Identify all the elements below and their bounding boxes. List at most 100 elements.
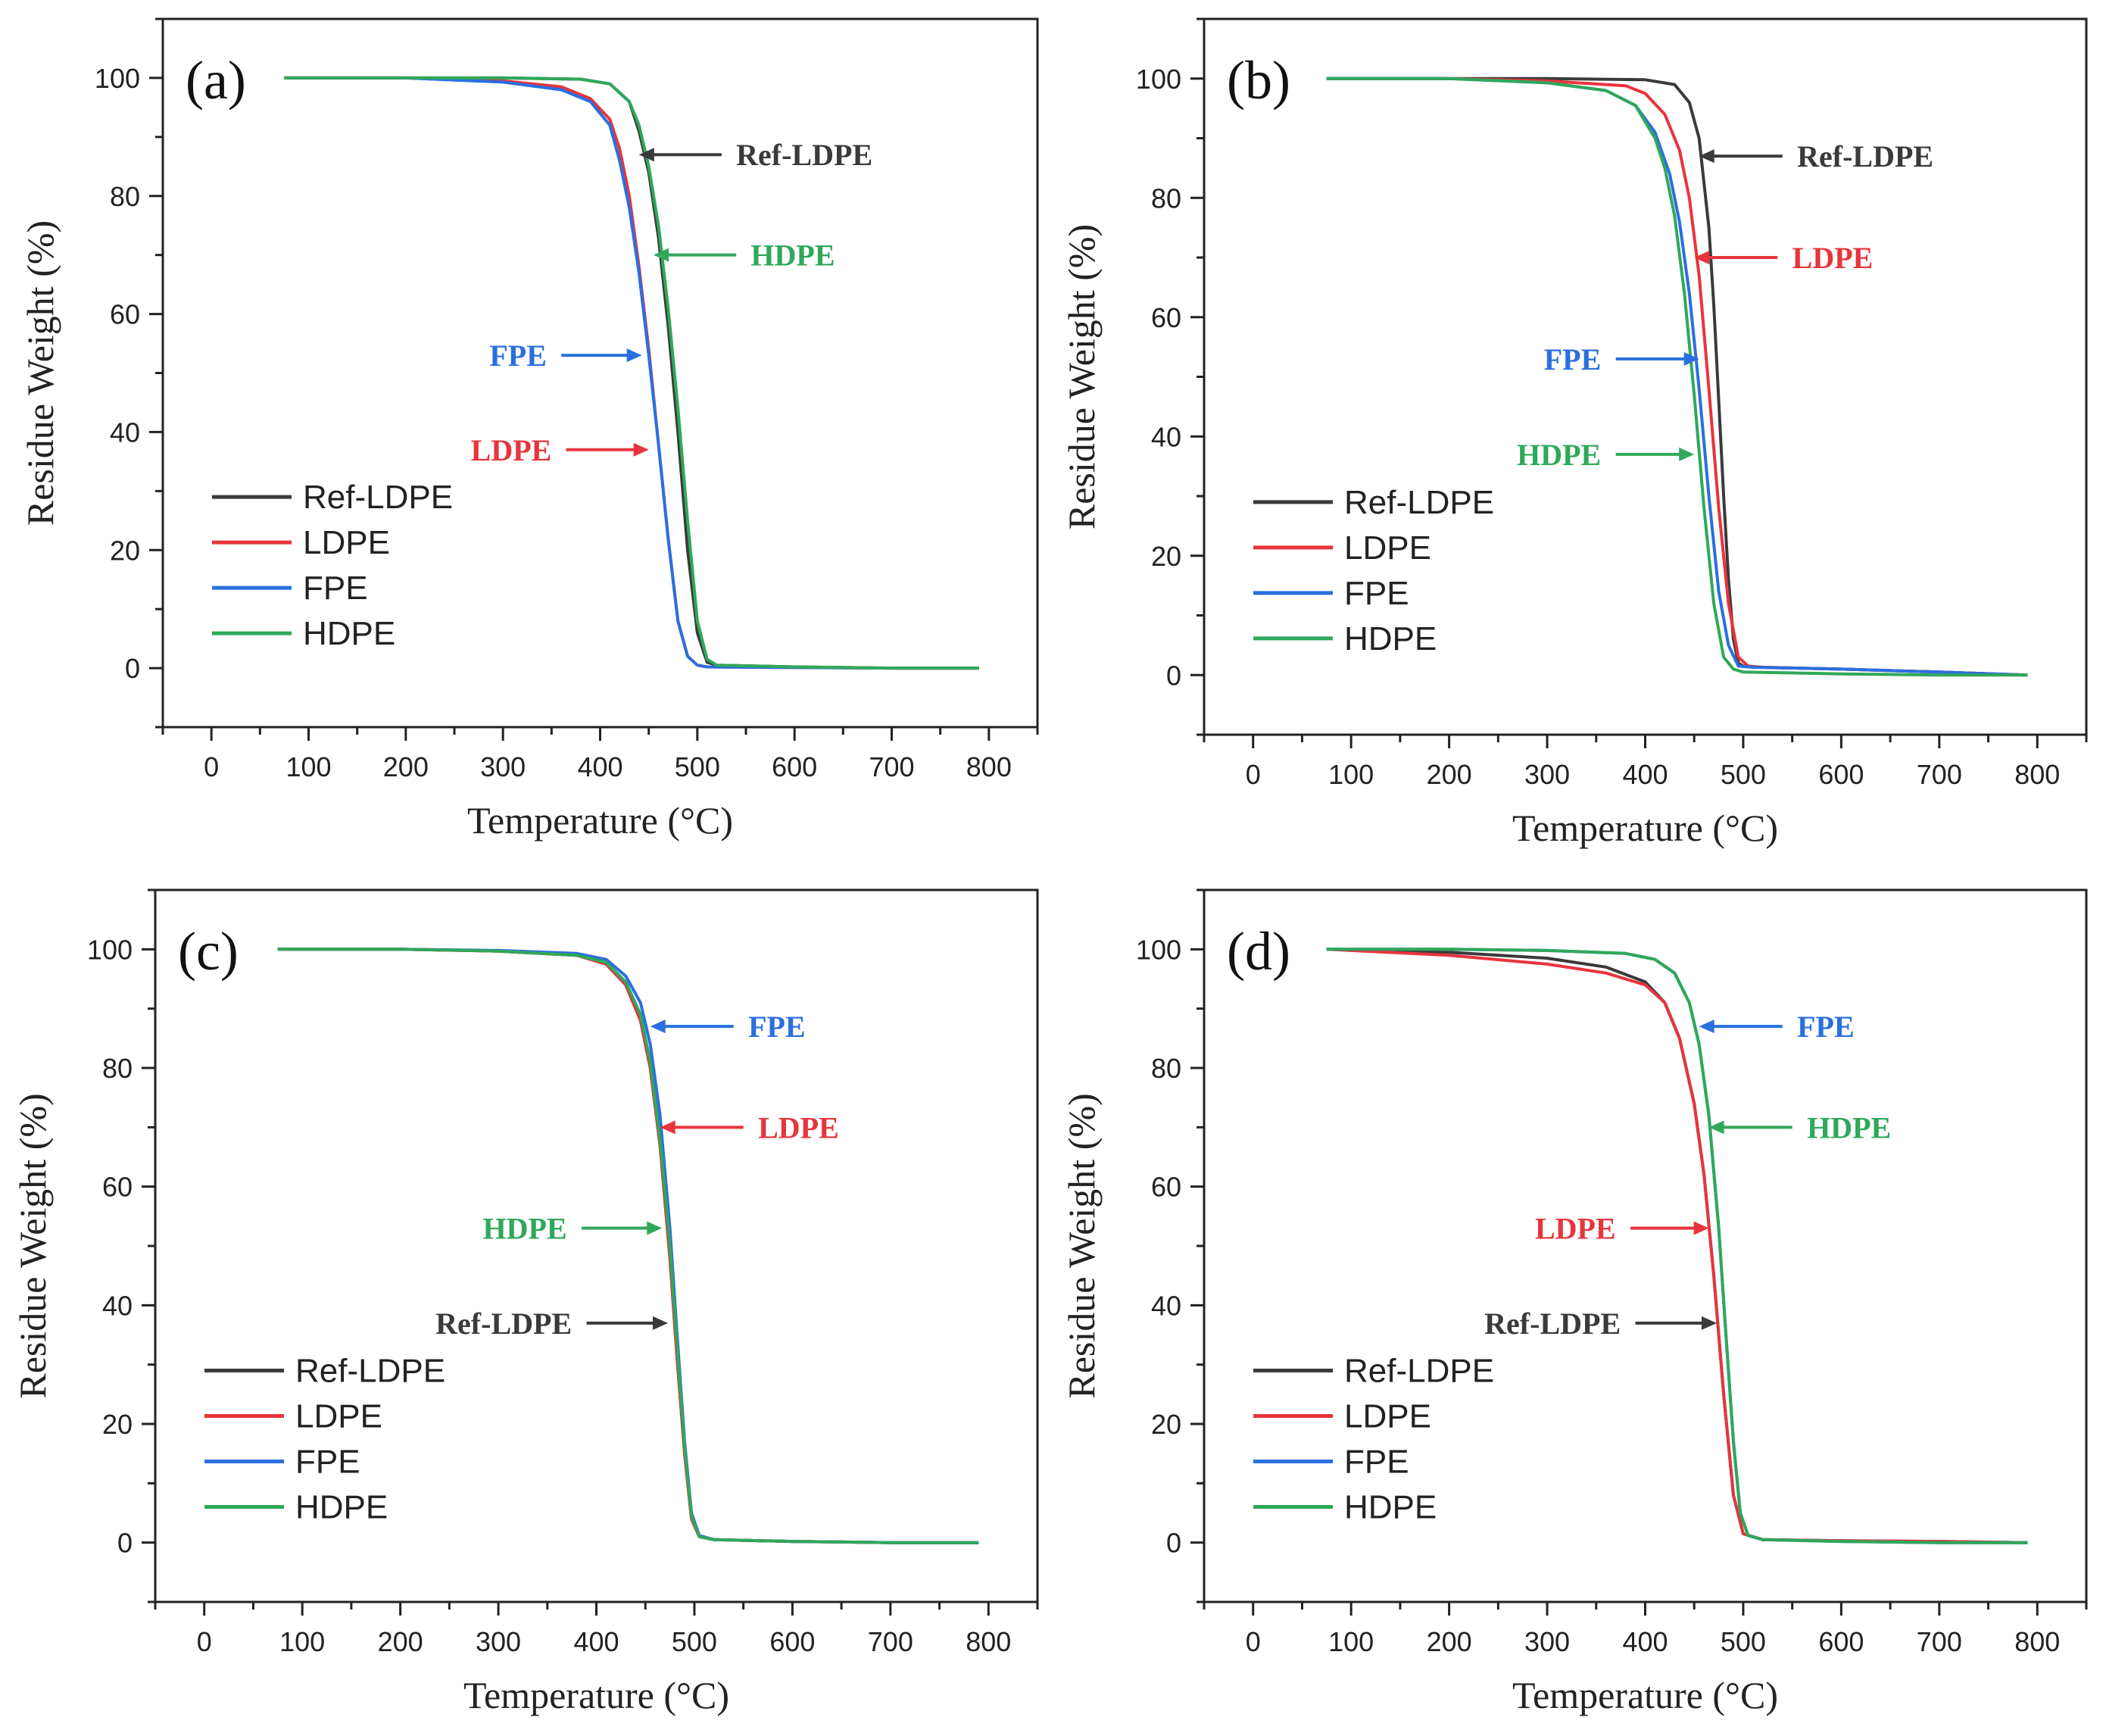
legend-label: HDPE — [1344, 1489, 1437, 1526]
x-tick-label: 400 — [1622, 759, 1668, 790]
x-tick-label: 800 — [2014, 759, 2060, 790]
annotation-arrow-head — [1701, 1316, 1717, 1330]
legend-label: LDPE — [1344, 1398, 1431, 1435]
chart-panel-b: 0 100 200 300 400 500 600 700 800 0 20 40 60 80 100 Tem… — [1060, 17, 2088, 849]
x-tick-label: 100 — [1328, 759, 1374, 790]
annotation-label: HDPE — [1807, 1110, 1891, 1144]
annotation-arrow-head — [647, 1221, 663, 1235]
x-tick-label: 800 — [966, 751, 1012, 782]
series-line-hdpe — [277, 948, 979, 1544]
y-tick-label: 40 — [110, 417, 140, 448]
x-tick-label: 700 — [1917, 759, 1962, 790]
x-tick-label: 0 — [1246, 759, 1261, 790]
x-tick-label: 600 — [772, 751, 817, 782]
x-tick-label: 100 — [285, 751, 331, 782]
y-axis-title: Residue Weight (%) — [19, 220, 61, 526]
series-line-hdpe — [1326, 76, 2028, 677]
x-tick-label: 500 — [1721, 1626, 1766, 1657]
y-tick-label: 80 — [102, 1053, 133, 1084]
legend-label: Ref-LDPE — [303, 479, 453, 516]
x-tick-label: 200 — [1427, 1626, 1472, 1657]
chart-panel-a: 0 100 200 300 400 500 600 700 800 0 20 40 60 80 100 Tem… — [19, 17, 1039, 841]
annotation-arrow-head — [1693, 1221, 1709, 1235]
legend-label: FPE — [1344, 575, 1409, 612]
annotation-arrow-head — [1699, 1019, 1714, 1034]
annotation-arrow-head — [626, 348, 642, 363]
series-line-hdpe — [1326, 948, 2028, 1544]
y-tick-label: 0 — [125, 653, 140, 684]
y-tick-label: 20 — [110, 535, 140, 566]
y-tick-label: 20 — [1151, 541, 1181, 572]
annotation-arrow-head — [660, 1120, 675, 1135]
x-tick-label: 0 — [204, 751, 219, 782]
annotation-label: LDPE — [1792, 241, 1874, 275]
y-tick-label: 60 — [102, 1172, 133, 1203]
annotation-arrow-head — [633, 442, 649, 457]
x-axis-title: Temperature (°C) — [463, 1674, 729, 1716]
legend-label: FPE — [1344, 1444, 1409, 1481]
x-tick-label: 300 — [1524, 759, 1570, 790]
x-tick-label: 700 — [1917, 1626, 1962, 1657]
y-tick-label: 80 — [110, 181, 140, 212]
x-tick-label: 300 — [476, 1626, 521, 1657]
x-axis-title: Temperature (°C) — [1512, 807, 1778, 849]
annotation-label: LDPE — [471, 433, 552, 467]
panel-label: (b) — [1227, 50, 1290, 111]
y-tick-label: 80 — [1151, 1053, 1181, 1084]
x-tick-label: 100 — [1328, 1626, 1374, 1657]
y-tick-label: 100 — [1136, 934, 1181, 965]
y-tick-label: 60 — [1151, 1172, 1181, 1203]
legend-label: FPE — [303, 570, 368, 607]
annotation-label: HDPE — [1517, 438, 1601, 472]
annotation-arrow-head — [1694, 251, 1710, 264]
y-tick-label: 40 — [102, 1290, 133, 1321]
y-axis-title: Residue Weight (%) — [1060, 224, 1103, 529]
y-tick-label: 60 — [1151, 302, 1181, 333]
y-tick-label: 20 — [102, 1409, 133, 1440]
annotation-arrow-head — [1679, 447, 1695, 461]
x-tick-label: 700 — [869, 751, 914, 782]
panel-label: (a) — [186, 50, 246, 111]
annotation-label: FPE — [1797, 1010, 1855, 1044]
x-tick-label: 400 — [577, 751, 622, 782]
x-tick-label: 600 — [1818, 1626, 1864, 1657]
x-tick-label: 200 — [1427, 759, 1472, 790]
y-tick-label: 100 — [87, 934, 133, 965]
y-tick-label: 40 — [1151, 421, 1181, 452]
x-tick-label: 500 — [672, 1626, 717, 1657]
annotation-label: LDPE — [1535, 1212, 1616, 1246]
annotation-arrow-head — [654, 248, 669, 262]
x-tick-label: 500 — [675, 751, 720, 782]
legend-label: HDPE — [303, 615, 395, 652]
annotation-label: HDPE — [750, 239, 835, 273]
y-tick-label: 40 — [1151, 1290, 1181, 1321]
annotation-label: Ref-LDPE — [736, 138, 872, 172]
annotation-arrow-head — [1683, 351, 1699, 366]
annotation-label: FPE — [748, 1010, 806, 1044]
annotation-arrow-head — [638, 148, 654, 162]
panel-label: (c) — [178, 921, 239, 982]
legend-label: FPE — [295, 1444, 360, 1481]
chart-panel-d: 0 100 200 300 400 500 600 700 800 0 20 40 60 80 100 Tem… — [1060, 888, 2088, 1716]
annotation-arrow-head — [652, 1316, 668, 1330]
panel-label: (d) — [1227, 921, 1290, 982]
legend-label: Ref-LDPE — [1344, 1353, 1494, 1390]
y-tick-label: 80 — [1151, 183, 1181, 214]
x-tick-label: 700 — [868, 1626, 913, 1657]
y-axis-title: Residue Weight (%) — [1060, 1093, 1103, 1398]
x-tick-label: 200 — [378, 1626, 423, 1657]
x-tick-label: 300 — [1524, 1626, 1570, 1657]
y-tick-label: 0 — [1166, 1528, 1181, 1559]
legend-label: LDPE — [295, 1398, 382, 1435]
x-axis-title: Temperature (°C) — [467, 799, 733, 841]
annotation-arrow-head — [650, 1019, 666, 1034]
x-tick-label: 500 — [1721, 759, 1766, 790]
x-tick-label: 200 — [383, 751, 429, 782]
y-tick-label: 100 — [95, 63, 140, 94]
legend-label: LDPE — [1344, 529, 1431, 567]
y-tick-label: 0 — [1166, 660, 1181, 691]
x-tick-label: 0 — [197, 1626, 212, 1657]
y-tick-label: 0 — [117, 1528, 133, 1559]
